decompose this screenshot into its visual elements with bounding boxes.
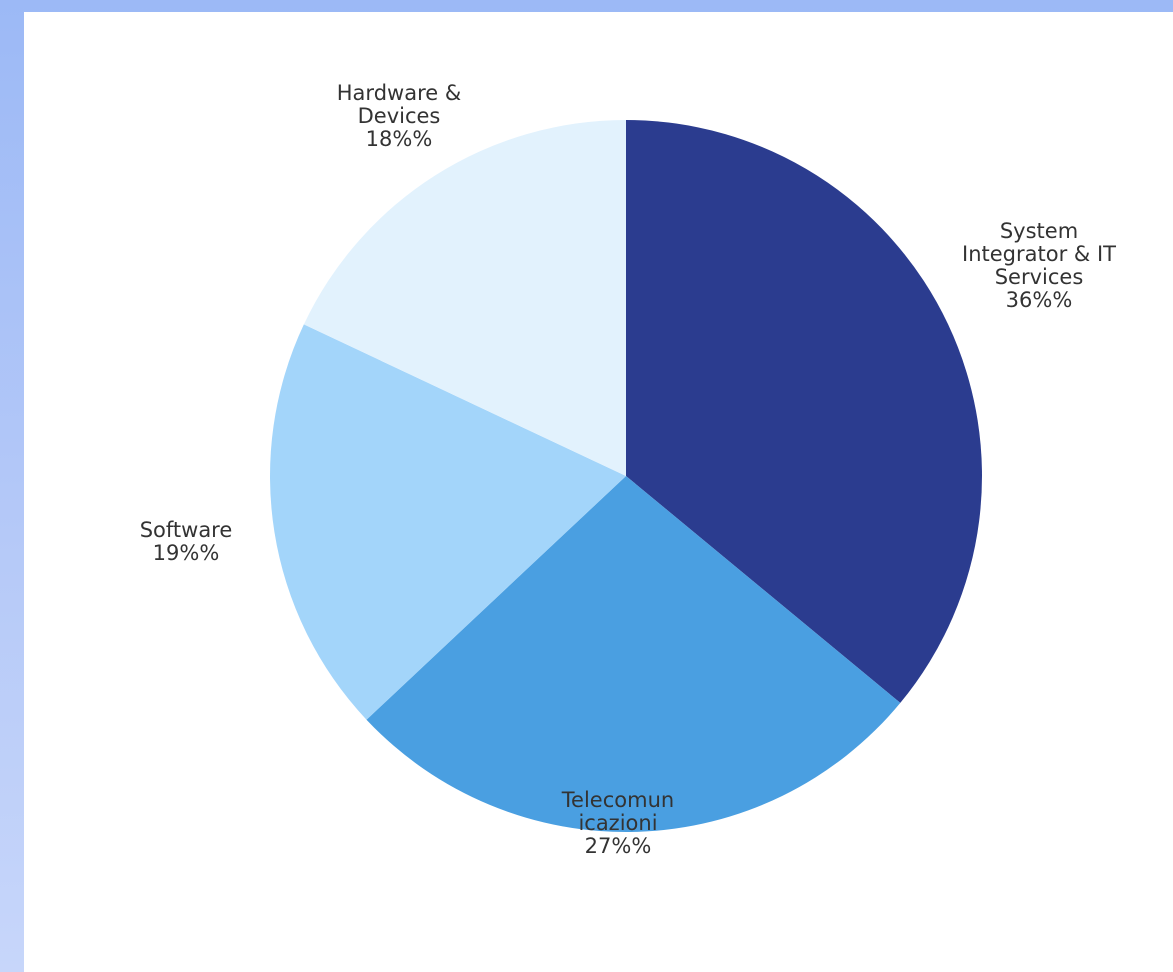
slice-value-label: 27%% xyxy=(585,834,652,858)
slice-label-software: Software 19%% xyxy=(140,518,233,565)
slice-name-label: System xyxy=(1000,219,1078,243)
pie-slice-software xyxy=(269,324,626,720)
slice-name-label: Software xyxy=(140,518,233,542)
slice-name-label: icazioni xyxy=(578,811,657,835)
slice-value-label: 19%% xyxy=(153,541,220,565)
slice-name-label: Services xyxy=(995,265,1084,289)
slice-name-label: Devices xyxy=(358,104,441,128)
slice-label-telecomun-icazioni: Telecomun icazioni 27%% xyxy=(561,788,674,858)
pie-slice-system-integrator-it-services xyxy=(626,120,982,703)
slice-value-label: 36%% xyxy=(1006,288,1073,312)
slice-label-system-integrator-it-services: System Integrator & IT Services 36%% xyxy=(962,219,1116,312)
slice-label-hardware-devices: Hardware & Devices 18%% xyxy=(337,81,461,151)
slice-name-label: Hardware & xyxy=(337,81,461,105)
pie-chart: System Integrator & IT Services 36%% Telecom… xyxy=(140,81,1116,858)
slice-value-label: 18%% xyxy=(366,127,433,151)
slice-name-label: Integrator & IT xyxy=(962,242,1116,266)
pie-slice-hardware-devices xyxy=(303,120,626,476)
chart-panel: System Integrator & IT Services 36%% Telecom… xyxy=(24,12,1173,972)
pie-slice-telecomun-icazioni xyxy=(366,476,901,832)
slice-name-label: Telecomun xyxy=(561,788,674,812)
